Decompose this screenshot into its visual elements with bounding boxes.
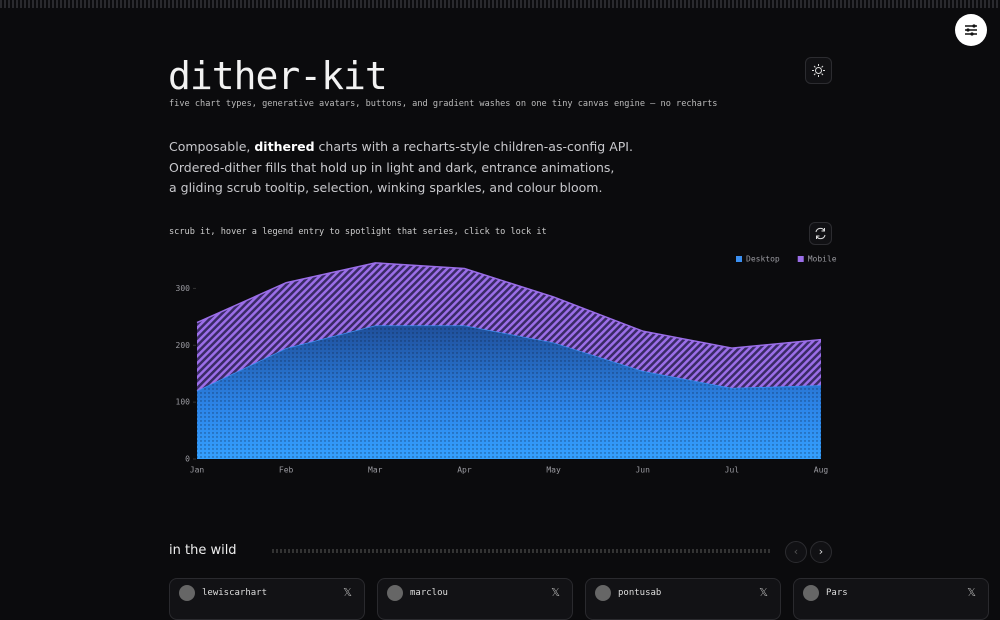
series-line [196,262,822,349]
avatar [803,585,819,601]
area-fill [197,262,821,391]
text: charts with a recharts-style children-as… [314,139,633,154]
subtitle: five chart types, generative avatars, bu… [169,99,718,109]
bold-text: dithered [254,139,315,154]
x-tick-label: Aug [814,466,829,475]
username: marclou [410,588,448,598]
caption: scrub it, hover a legend entry to spotli… [169,227,547,237]
x-tick-label: Feb [279,466,294,475]
settings-icon [965,24,977,36]
next-button[interactable]: › [810,541,832,563]
divider [272,549,772,553]
x-tick-label: May [546,466,561,475]
theme-toggle[interactable] [805,57,832,84]
settings-button[interactable] [955,14,987,46]
profile-card[interactable]: pontusab 𝕏 [585,578,781,620]
username: pontusab [618,588,662,598]
x-tick-label: Jun [635,466,650,475]
y-tick-label: 200 [176,341,191,350]
legend-swatch [736,256,742,262]
legend-swatch [797,256,804,262]
avatar [179,585,195,601]
section-title: in the wild [169,543,237,558]
area-dither [197,325,821,459]
avatar [387,585,403,601]
x-icon: 𝕏 [551,586,560,599]
sun-icon [812,64,825,77]
refresh-button[interactable] [809,222,832,245]
chart: 0 100 200 300 Jan Feb Mar Apr May Jun Jul Aug Deskto… [176,255,837,475]
profile-card[interactable]: marclou 𝕏 [377,578,573,620]
x-tick-label: Apr [457,466,472,475]
x-icon: 𝕏 [343,586,352,599]
intro-line: Composable, dithered charts with a recha… [169,137,633,158]
intro: Composable, dithered charts with a recha… [169,137,633,199]
prev-button[interactable]: ‹ [785,541,807,563]
top-strip [0,0,1000,8]
x-tick-label: Jul [725,466,740,475]
text: Composable, [169,139,255,154]
x-tick-label: Mar [368,466,383,475]
intro-line: Ordered-dither fills that hold up in lig… [169,159,615,175]
x-tick-label: Jan [190,466,205,475]
x-icon: 𝕏 [759,586,768,599]
avatar [595,585,611,601]
x-icon: 𝕏 [967,586,976,599]
username: lewiscarhart [202,588,268,598]
intro-line: a gliding scrub tooltip, selection, wink… [169,180,603,195]
username: Pars [826,588,848,598]
refresh-icon [815,227,826,240]
y-tick-label: 0 [185,455,190,464]
profile-card[interactable]: Pars 𝕏 [793,578,989,620]
legend-label: Desktop [746,255,780,264]
title: dither-kit [168,54,388,98]
series-line [196,324,822,392]
y-tick-label: 300 [176,284,191,293]
y-tick-label: 100 [176,398,191,407]
legend-label: Mobile [808,255,837,264]
profile-card[interactable]: lewiscarhart 𝕏 [169,578,365,620]
